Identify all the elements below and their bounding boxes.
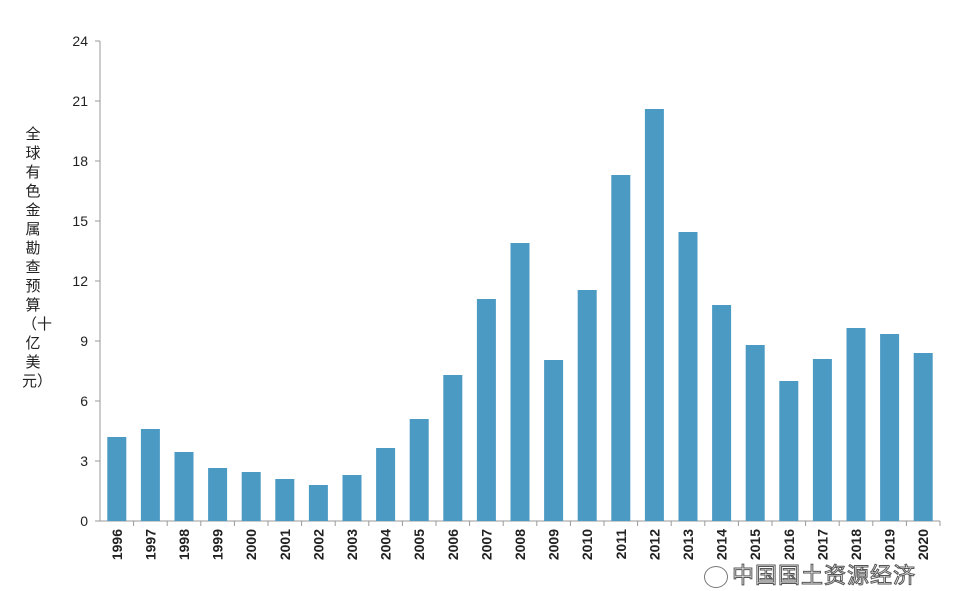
bar-1999 (208, 468, 228, 521)
watermark: 中国国土资源经济 (731, 564, 917, 589)
bar-2010 (577, 290, 597, 521)
y-tick-label: 24 (72, 33, 88, 49)
x-tick-label: 2016 (781, 529, 797, 560)
bar-2005 (409, 419, 429, 521)
bar-2020 (913, 353, 933, 521)
bar-2014 (712, 305, 732, 521)
x-tick-label: 2013 (680, 529, 696, 560)
bar-2012 (644, 109, 664, 521)
bar-2006 (443, 375, 463, 521)
bar-2002 (308, 485, 328, 521)
bar-2001 (275, 479, 295, 521)
bar-2007 (476, 299, 496, 521)
x-tick-label: 2009 (546, 529, 562, 560)
bar-1997 (140, 429, 160, 521)
x-tick-label: 2018 (848, 529, 864, 560)
bar-2000 (241, 472, 261, 521)
x-tick-label: 2020 (915, 529, 931, 560)
x-tick-label: 2004 (378, 529, 394, 560)
x-tick-label: 2006 (445, 529, 461, 560)
bar-2009 (544, 360, 564, 521)
bar-2016 (779, 381, 799, 521)
x-tick-label: 1998 (176, 529, 192, 560)
bar-2004 (376, 448, 396, 521)
x-tick-label: 2002 (310, 529, 326, 560)
x-tick-label: 2000 (243, 529, 259, 560)
y-tick-label: 18 (72, 153, 88, 169)
bar-2015 (745, 345, 765, 521)
x-tick-label: 2005 (411, 529, 427, 560)
x-tick-label: 2017 (814, 529, 830, 560)
x-tick-label: 2019 (882, 529, 898, 560)
y-tick-label: 21 (72, 93, 88, 109)
x-tick-label: 2015 (747, 529, 763, 560)
x-tick-label: 2012 (646, 529, 662, 560)
x-tick-label: 2014 (714, 529, 730, 560)
bar-2019 (880, 334, 900, 521)
bar-1998 (174, 452, 194, 521)
bar-1996 (107, 437, 127, 521)
x-tick-label: 1999 (210, 529, 226, 560)
x-tick-label: 1997 (142, 529, 158, 560)
x-tick-label: 2008 (512, 529, 528, 560)
bar-2018 (846, 328, 866, 521)
bar-2017 (812, 359, 832, 521)
x-tick-label: 2007 (478, 529, 494, 560)
x-tick-label: 2010 (579, 529, 595, 560)
y-tick-label: 0 (80, 513, 88, 529)
x-tick-label: 2003 (344, 529, 360, 560)
bar-2011 (611, 175, 631, 521)
x-tick-label: 1996 (109, 529, 125, 560)
y-tick-label: 6 (80, 393, 88, 409)
x-tick-label: 2001 (277, 529, 293, 560)
y-tick-label: 9 (80, 333, 88, 349)
bar-2013 (678, 232, 698, 521)
y-axis-label: 全球有色金属勘查预算（十亿美元） (22, 125, 53, 390)
bar-2003 (342, 475, 362, 521)
y-tick-label: 15 (72, 213, 88, 229)
y-tick-label: 3 (80, 453, 88, 469)
wechat-logo-icon (704, 566, 728, 588)
y-tick-label: 12 (72, 273, 88, 289)
bar-2008 (510, 243, 530, 521)
x-tick-label: 2011 (613, 529, 629, 560)
